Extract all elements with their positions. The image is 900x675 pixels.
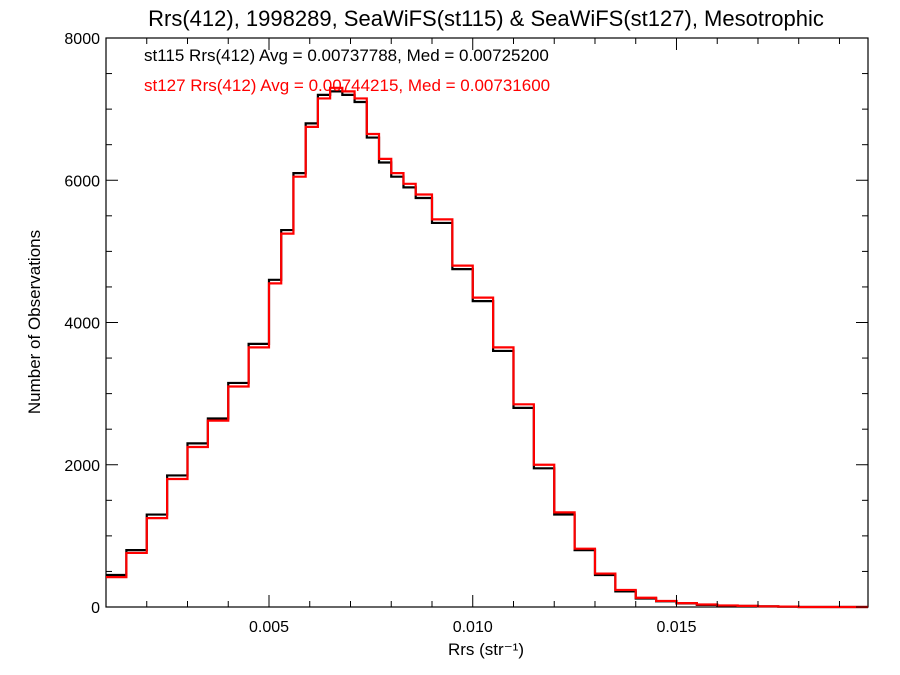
chart-title: Rrs(412), 1998289, SeaWiFS(st115) & SeaW… [148,6,824,31]
series-layer [106,86,868,609]
y-tick-label: 6000 [64,173,100,190]
y-tick-label: 2000 [64,458,100,475]
x-tick-label: 0.015 [656,619,696,636]
series-line-st127 [106,86,868,609]
x-tick-label: 0.005 [249,619,289,636]
y-tick-label: 8000 [64,31,100,48]
x-axis-label: Rrs (str⁻¹) [448,640,524,659]
plot-frame [105,37,869,608]
axis-layer: 0.005 0.010 0.015 0 2000 4000 6000 8000 [64,31,868,636]
y-tick-label: 4000 [64,316,100,333]
annotation-st127: st127 Rrs(412) Avg = 0.00744215, Med = 0… [144,76,550,95]
series-line-st115 [106,90,868,609]
y-axis-label: Number of Observations [25,230,44,414]
x-tick-label: 0.010 [453,619,493,636]
y-tick-label: 0 [91,600,100,617]
annotation-st115: st115 Rrs(412) Avg = 0.00737788, Med = 0… [144,46,549,65]
